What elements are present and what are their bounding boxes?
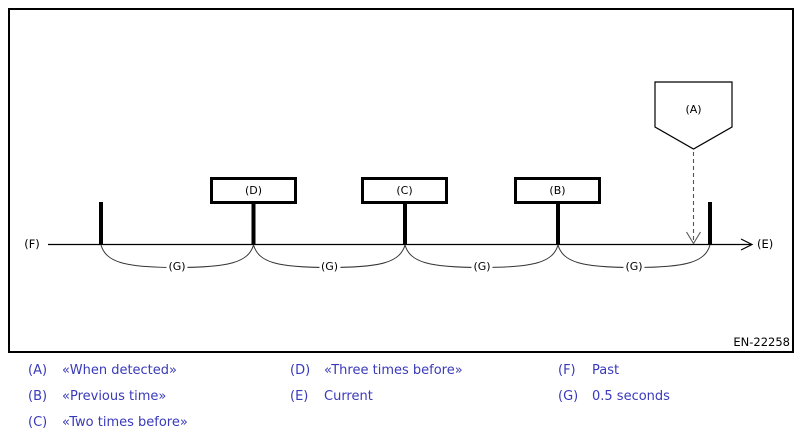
legend-key-e: (E) — [290, 389, 309, 404]
event-box-d-label: (D) — [244, 184, 263, 197]
legend-text-d: «Three times before» — [324, 363, 463, 378]
legend-key-b: (B) — [28, 389, 48, 404]
legend-item-a: (A) «When detected» — [28, 363, 177, 379]
interval-label-4: (G) — [623, 260, 645, 274]
legend-item-d: (D) «Three times before» — [290, 363, 463, 379]
legend-key-c: (C) — [28, 415, 48, 430]
figure-id: EN-22258 — [733, 335, 790, 349]
legend-text-a: «When detected» — [62, 363, 177, 378]
legend-item-c: (C) «Two times before» — [28, 415, 188, 431]
legend-key-g: (G) — [558, 389, 579, 404]
legend-item-f: (F) Past — [558, 363, 619, 379]
interval-label-3: (G) — [471, 260, 493, 274]
legend-key-d: (D) — [290, 363, 311, 378]
legend-text-f: Past — [592, 363, 620, 378]
legend-key-f: (F) — [558, 363, 576, 378]
legend-item-b: (B) «Previous time» — [28, 389, 166, 405]
legend-text-e: Current — [324, 389, 373, 404]
current-axis-label: (E) — [757, 237, 774, 251]
event-box-c-label: (C) — [396, 184, 413, 197]
detection-marker-label: (A) — [685, 103, 702, 116]
legend-item-g: (G) 0.5 seconds — [558, 389, 670, 405]
legend-text-g: 0.5 seconds — [592, 389, 670, 404]
legend-key-a: (A) — [28, 363, 48, 378]
past-axis-label: (F) — [24, 237, 40, 251]
legend-item-e: (E) Current — [290, 389, 373, 405]
event-box-d: (D) — [210, 177, 297, 204]
event-box-c: (C) — [361, 177, 448, 204]
event-box-b: (B) — [514, 177, 601, 204]
diagram-frame — [8, 8, 794, 353]
legend-text-c: «Two times before» — [62, 415, 188, 430]
interval-label-2: (G) — [318, 260, 341, 274]
event-box-b-label: (B) — [549, 184, 566, 197]
legend-text-b: «Previous time» — [62, 389, 167, 404]
interval-label-1: (G) — [166, 260, 188, 274]
